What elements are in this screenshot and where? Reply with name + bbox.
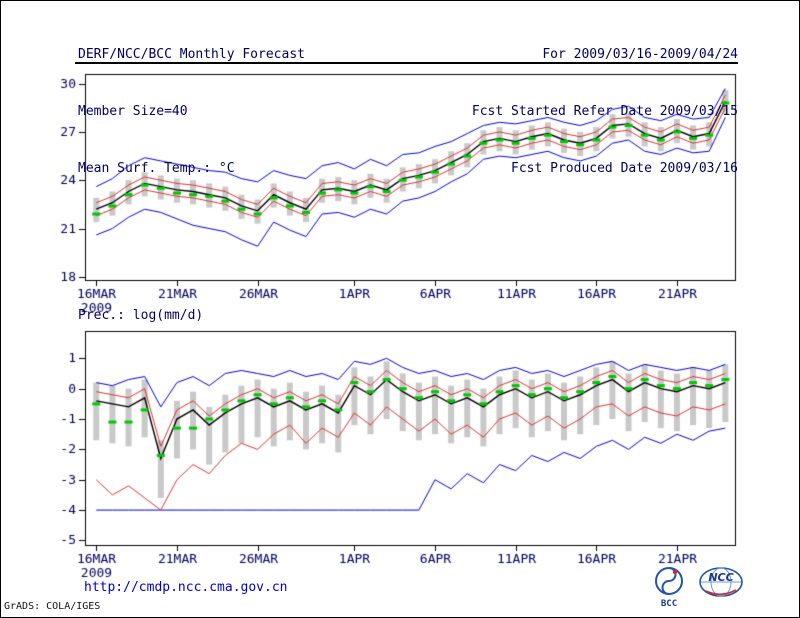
temperature-panel-label: Mean Surf. Temp.: °C xyxy=(78,161,235,176)
ncc-logo-label: NCC xyxy=(708,571,733,584)
precip-panel-label: Prec.: log(mm/d) xyxy=(78,308,204,323)
member-size-label: Member Size=40 xyxy=(78,104,188,119)
bcc-logo-label: BCC xyxy=(660,599,678,609)
bcc-logo: BCC xyxy=(654,566,684,609)
footer-logos: BCC NCC xyxy=(654,566,744,609)
ncc-globe-icon: NCC xyxy=(699,567,743,597)
forecast-range-label: For 2009/03/16-2009/04/24 xyxy=(542,47,738,62)
grads-credit: GrADS: COLA/IGES xyxy=(4,601,101,612)
page-title: DERF/NCC/BCC Monthly Forecast xyxy=(78,47,305,62)
header-left: DERF/NCC/BCC Monthly Forecast Member Siz… xyxy=(78,7,305,216)
header-right: For 2009/03/16-2009/04/24 Fcst Started R… xyxy=(472,7,738,216)
produced-date-label: Fcst Produced Date 2009/03/16 xyxy=(511,161,738,176)
header-divider xyxy=(75,62,738,64)
website-link[interactable]: http://cmdp.ncc.cma.gov.cn xyxy=(84,580,288,595)
bcc-swirl-icon xyxy=(655,567,683,595)
ncc-logo: NCC xyxy=(698,566,744,604)
refer-date-label: Fcst Started Refer Date 2009/03/15 xyxy=(471,104,738,119)
